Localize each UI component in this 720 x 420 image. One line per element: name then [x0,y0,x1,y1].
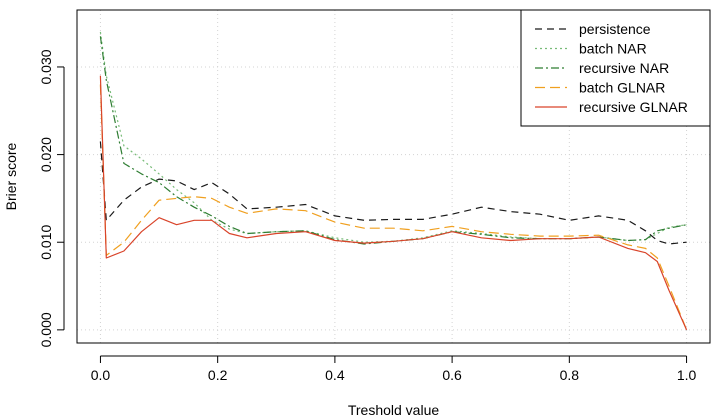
series-line-batch-glnar [99,84,688,331]
x-tick-label: 0.0 [91,367,111,383]
grid [77,10,710,343]
x-tick-label: 0.4 [325,367,345,383]
x-axis-label: Treshold value [348,402,440,418]
x-tick-label: 0.6 [442,367,462,383]
x-tick-label: 0.8 [560,367,580,383]
legend-label: persistence [579,21,651,37]
series-line-recursive-nar [99,36,687,245]
x-tick-label: 0.2 [208,367,228,383]
y-tick-label: 0.000 [38,312,54,347]
legend-label: recursive NAR [579,60,669,76]
series-lines [99,31,688,331]
legend-label: batch NAR [579,41,647,57]
legend: persistence batch NAR recursive NAR batch G… [520,9,711,127]
legend-label: batch GLNAR [579,80,665,96]
y-tick-label: 0.030 [38,49,54,84]
legend-label: recursive GLNAR [579,99,688,115]
axes: 0.0 0.2 0.4 0.6 0.8 1.0 0.000 0.010 0.020 0.030 [38,49,696,383]
y-tick-label: 0.020 [38,137,54,172]
plot-frame [76,9,711,344]
series-line-persistence [99,141,687,245]
y-tick-label: 0.010 [38,224,54,259]
series-line-recursive-glnar [99,75,688,331]
y-axis-label: Brier score [3,142,19,210]
x-tick-label: 1.0 [677,367,697,383]
